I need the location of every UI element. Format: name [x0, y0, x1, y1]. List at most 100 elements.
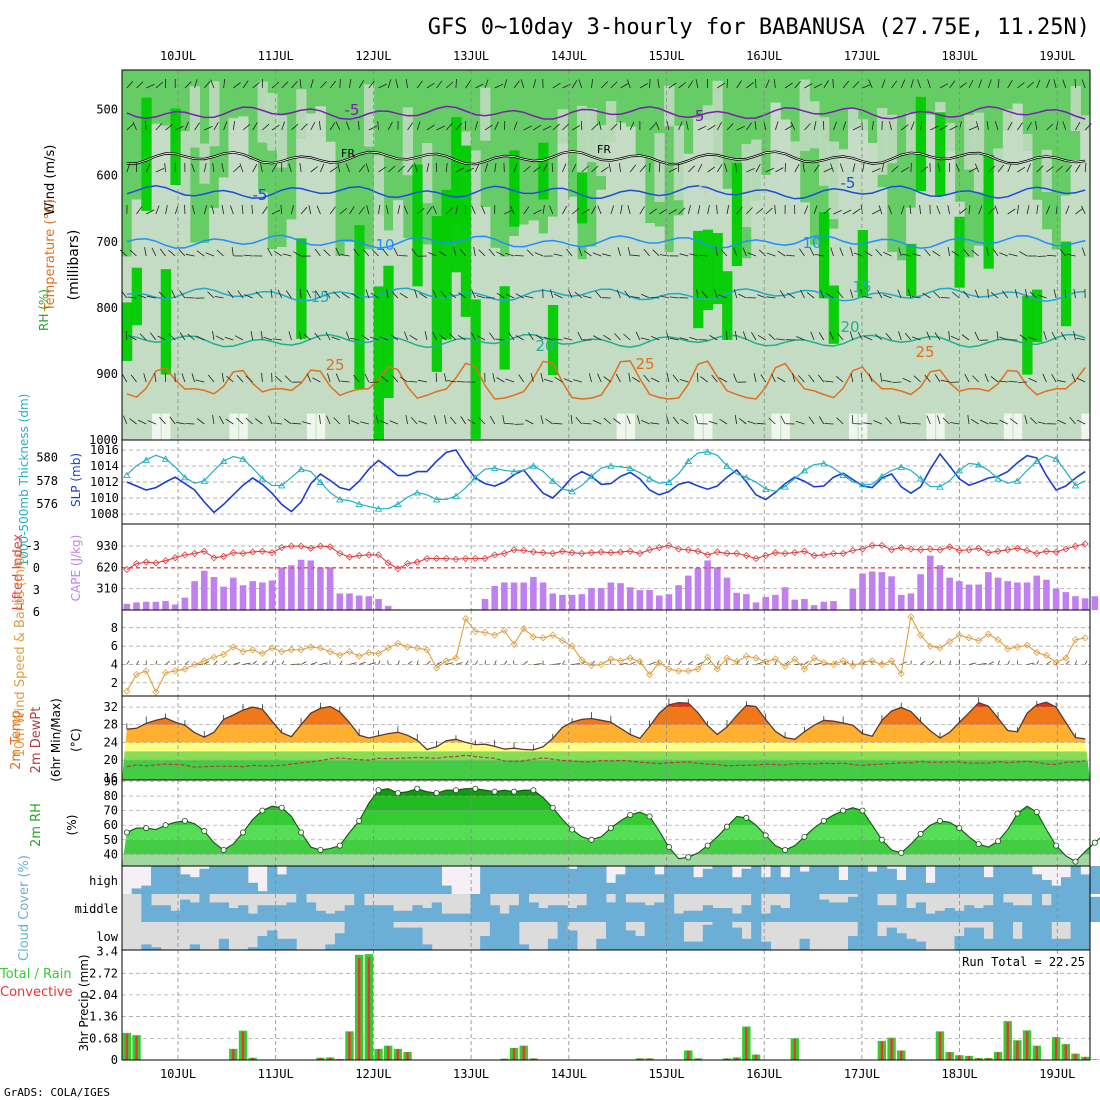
surface-wind-barb — [271, 660, 275, 665]
cloud-bar — [983, 877, 994, 894]
surface-wind-barb — [252, 660, 257, 665]
wind-barb — [755, 78, 757, 89]
li-marker — [665, 541, 673, 549]
rh-very-dry — [936, 413, 945, 440]
wind-barb — [695, 79, 699, 89]
wind-barb — [1018, 381, 1028, 383]
wind-barb — [299, 288, 302, 299]
precip-convective-bar — [251, 1057, 254, 1060]
cape-bar — [1062, 592, 1070, 610]
li-marker — [413, 558, 421, 566]
surface-wind-barb — [349, 662, 357, 665]
surface-wind-barb — [359, 661, 366, 665]
wind-barb — [146, 295, 156, 299]
cloud-bar — [635, 866, 646, 894]
wind-barb — [968, 79, 974, 89]
wind-barb — [371, 249, 379, 257]
wind-barb — [880, 373, 883, 383]
wind-barb — [184, 121, 189, 131]
wind-speed-marker — [316, 644, 325, 652]
lifted-index-axis-label: Lifted Index — [11, 533, 26, 610]
precip-tick-label: 0 — [111, 1053, 118, 1067]
wind-barb — [999, 336, 1008, 341]
thickness-marker — [529, 462, 538, 469]
rh-marker — [627, 811, 634, 818]
cape-bar — [675, 585, 682, 610]
wind-barb — [327, 373, 331, 383]
cape-bar — [704, 560, 711, 610]
precip-convective-bar — [1035, 1046, 1038, 1060]
li-marker — [558, 547, 567, 555]
rh-dry-column — [741, 258, 752, 440]
cape-bar — [1052, 588, 1060, 610]
wind-barb — [825, 292, 834, 299]
cloud-bar — [983, 905, 994, 922]
thickness-marker — [219, 457, 228, 465]
cloud-bar — [664, 866, 675, 894]
wind-barb — [610, 81, 618, 89]
li-marker — [171, 554, 179, 562]
precip-convective-bar — [357, 957, 361, 1060]
cloud-bar — [286, 866, 297, 894]
wind-barb — [226, 375, 234, 383]
thickness-marker — [761, 485, 770, 492]
chart-title: GFS 0~10day 3-hourly for BABANUSA (27.75… — [428, 15, 1090, 40]
wind-barb — [968, 205, 971, 215]
wind-barb — [139, 333, 147, 341]
cape-bar — [491, 585, 498, 610]
precip-convective-bar — [725, 1058, 729, 1060]
wind-barb — [379, 420, 389, 425]
cloud-bar — [393, 866, 404, 894]
wind-barb — [242, 80, 249, 89]
thickness-tick-label: 576 — [36, 497, 58, 511]
wind-speed-marker — [616, 657, 625, 665]
wind-barb — [306, 373, 312, 383]
cape-bar — [597, 587, 605, 610]
wind-barb — [496, 292, 505, 299]
rh-dry-column — [325, 141, 336, 441]
wind-barb — [997, 78, 1000, 89]
rh-dry-column — [141, 155, 152, 440]
surface-wind-barb — [426, 660, 431, 665]
wind-barb — [734, 289, 738, 299]
wind-barb — [974, 289, 980, 299]
wind-barb — [716, 204, 718, 215]
wind-barb — [1075, 208, 1083, 215]
wind-speed-marker — [161, 669, 170, 677]
wind-speed-marker — [636, 658, 644, 666]
rh-dry-patch — [848, 108, 859, 161]
cape-bar — [191, 581, 198, 610]
cloud-bar — [683, 910, 694, 922]
rh-marker — [646, 813, 653, 820]
wind-barb — [179, 332, 186, 341]
rh-very-dry — [229, 413, 239, 440]
surface-wind-barb — [368, 662, 376, 665]
wind-barb — [455, 78, 457, 89]
wind-speed-marker — [433, 664, 441, 672]
cloud-bar — [751, 866, 762, 894]
wind-barb — [204, 125, 213, 131]
wind-barb — [185, 253, 195, 257]
rh-dry-column — [180, 196, 191, 440]
wind-barb — [1046, 205, 1051, 215]
wind-speed-marker — [239, 648, 247, 656]
cape-bar — [210, 576, 218, 610]
wind-barb — [315, 290, 321, 299]
isotherm-line — [126, 333, 1086, 349]
wind-barb — [792, 373, 796, 383]
wind-barb — [432, 331, 437, 341]
wind-barb — [850, 247, 854, 257]
cape-bar — [268, 580, 276, 610]
thickness-marker — [684, 457, 693, 465]
cloud-bar — [1060, 877, 1072, 894]
rh-dry-patch — [189, 86, 201, 148]
cloud-bar — [334, 910, 346, 922]
cloud-bar — [693, 877, 704, 894]
cloud-bar — [315, 910, 326, 922]
rh-very-dry — [781, 413, 790, 440]
wind-barb — [666, 121, 670, 131]
cloud-bar — [828, 902, 839, 922]
cloud-bar — [247, 882, 259, 894]
wind-barb — [603, 376, 612, 383]
